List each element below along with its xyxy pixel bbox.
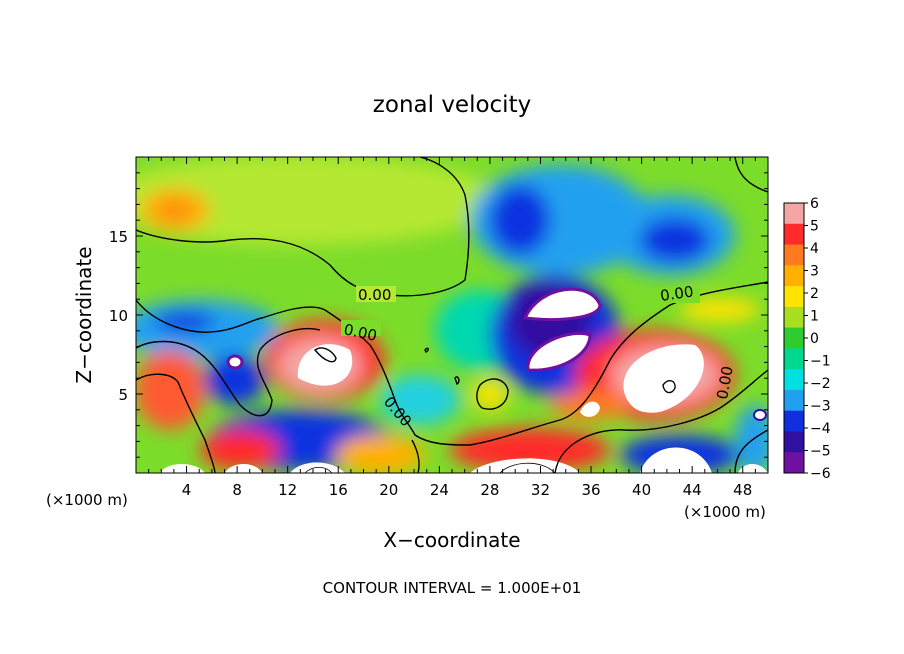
colorbar-swatch [784, 286, 804, 308]
colorbar-label: 5 [810, 219, 819, 235]
heatmap-blob [680, 298, 760, 322]
x-tick-label: 16 [329, 481, 348, 499]
colorbar-swatch [784, 203, 804, 225]
colorbar-label: −5 [810, 444, 831, 460]
colorbar-label: −3 [810, 399, 831, 415]
heatmap-saturated-region [623, 344, 704, 413]
contour-line [499, 462, 556, 473]
heatmap-blob [155, 312, 215, 332]
x-tick-label: 8 [232, 481, 242, 499]
contour-line [454, 376, 460, 385]
contour-line [734, 429, 768, 473]
contour-line [136, 281, 768, 446]
heatmap-blobs [136, 157, 768, 473]
x-axis: 4 8 12 16 20 24 28 32 36 40 44 48 [148, 157, 756, 499]
x-unit-left: (×1000 m) [46, 491, 128, 509]
contour-line [554, 369, 768, 473]
colorbar-swatch [784, 327, 804, 349]
heatmap-blob [450, 428, 610, 472]
colorbar-swatch [784, 452, 804, 474]
contour-line [313, 347, 337, 363]
x-tick-label: 40 [632, 481, 651, 499]
colorbar-swatch [784, 410, 804, 432]
x-tick-label: 20 [379, 481, 398, 499]
colorbar-label: 2 [810, 286, 819, 302]
heatmap-blob [735, 405, 768, 473]
heatmap-saturated-region [580, 401, 600, 417]
x-axis-label: X−coordinate [383, 528, 520, 552]
contour-line [476, 378, 509, 410]
colorbar-label: 1 [810, 309, 819, 325]
colorbar-swatch [784, 265, 804, 287]
heatmap-saturated-region [297, 344, 353, 386]
contour-interval-note: CONTOUR INTERVAL = 1.000E+01 [323, 579, 582, 597]
heatmap-blob [335, 435, 425, 473]
heatmap-saturated-region [738, 463, 768, 473]
colorbar-swatch [784, 431, 804, 453]
colorbar-label: 3 [810, 264, 819, 280]
colorbar-label: −2 [810, 376, 831, 392]
colorbar-label: 0 [810, 331, 819, 347]
heatmap-saturated-region [753, 409, 767, 421]
chart-title: zonal velocity [373, 92, 531, 118]
contour-label: 0.00 [358, 286, 391, 304]
contour-line [424, 347, 429, 353]
x-unit-right: (×1000 m) [684, 503, 766, 521]
contour-line [734, 157, 768, 193]
heatmap-blob [640, 218, 710, 262]
colorbar-label: 6 [810, 196, 819, 212]
heatmap-blob [205, 355, 265, 405]
heatmap-saturated-region [226, 354, 244, 370]
heatmap-saturated-region [522, 287, 602, 321]
contour-label: 0.00 [659, 282, 695, 304]
heatmap-blob [136, 350, 205, 430]
colorbar-label: −4 [810, 421, 831, 437]
contour-line [662, 380, 676, 394]
x-tick-label: 12 [278, 481, 297, 499]
colorbar-swatch [784, 306, 804, 329]
colorbar-label: 4 [810, 241, 819, 257]
x-tick-label: 36 [581, 481, 600, 499]
heatmap-blob [136, 157, 500, 245]
heatmap-saturated-region [526, 332, 592, 372]
colorbar-swatch [784, 369, 804, 391]
y-tick-label: 5 [118, 386, 128, 404]
x-tick-label: 24 [430, 481, 449, 499]
x-tick-label: 4 [182, 481, 192, 499]
heatmap-saturated-region [160, 463, 205, 473]
contour-line [136, 373, 216, 473]
colorbar-swatch [784, 223, 804, 246]
heatmap-blob [472, 380, 508, 410]
contour-line [411, 439, 420, 473]
colorbar-swatch [784, 389, 804, 412]
heatmap-saturated-region [470, 458, 580, 473]
x-tick-label: 48 [733, 481, 752, 499]
contour-inner-lines [304, 462, 556, 473]
y-tick-label: 10 [109, 307, 128, 325]
heatmap-blob [380, 375, 460, 425]
heatmap-field [136, 157, 768, 473]
y-axis: 5 10 15 [109, 172, 768, 458]
y-tick-label: 15 [109, 228, 128, 246]
colorbar-label: −1 [810, 354, 831, 370]
x-tick-label: 44 [683, 481, 702, 499]
colorbar-swatch [784, 244, 804, 266]
heatmap-blob [490, 185, 550, 255]
heatmap-saturated-region [225, 463, 262, 473]
colorbar-label: −6 [810, 466, 831, 482]
heatmap-saturated-region [640, 447, 712, 473]
contour-lines [136, 157, 768, 473]
contour-label: 0.00 [713, 365, 737, 401]
colorbar-swatch [784, 348, 804, 370]
x-tick-label: 28 [480, 481, 499, 499]
x-tick-label: 32 [531, 481, 550, 499]
contour-line [136, 328, 321, 417]
y-axis-label: Z−coordinate [72, 246, 96, 383]
heatmap-blob [157, 200, 193, 220]
heatmap-blob [200, 430, 280, 470]
contour-line [304, 466, 333, 473]
colorbar: 6 5 4 3 2 1 0 −1 −2 −3 −4 −5 −6 [783, 196, 831, 482]
